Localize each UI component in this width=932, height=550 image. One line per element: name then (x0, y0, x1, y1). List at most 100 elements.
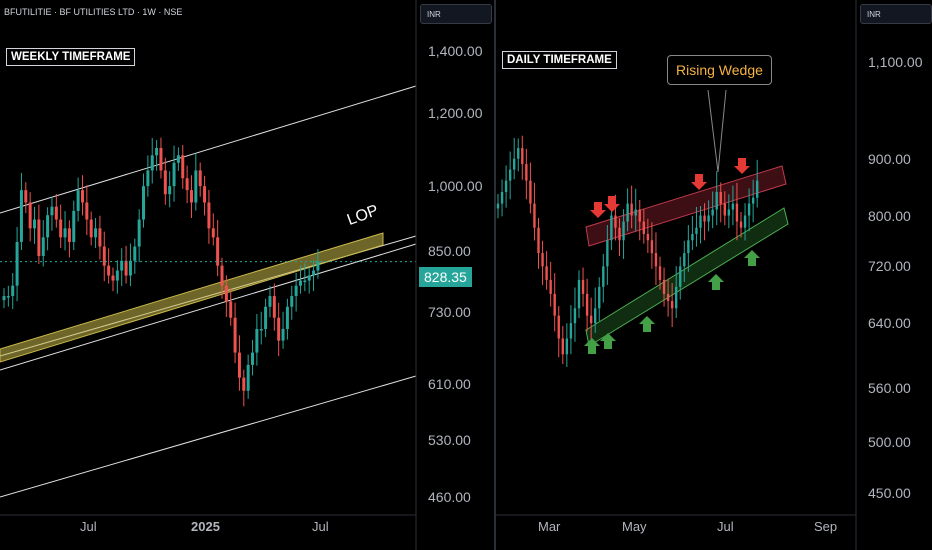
candle-body (585, 293, 589, 316)
y-tick-label: 730.00 (428, 304, 471, 321)
candle-body (142, 186, 146, 220)
wedge-support-band (585, 207, 789, 347)
candle-body (120, 260, 124, 271)
candle-body (67, 228, 71, 242)
candle-body (658, 266, 662, 280)
y-tick-label: 1,000.00 (428, 178, 483, 195)
lop-lower-line (0, 243, 417, 371)
candle-body (207, 202, 211, 229)
candle-body (281, 329, 285, 341)
x-tick-label: May (622, 519, 647, 534)
candle-body (316, 261, 320, 271)
candle-body (545, 266, 548, 280)
candle-body (242, 377, 246, 391)
x-tick-label: Jul (80, 519, 97, 534)
candle-body (719, 191, 722, 204)
candle-body (37, 219, 41, 256)
candle-body (553, 293, 556, 316)
candle-body (229, 301, 233, 318)
candle-body (176, 155, 180, 163)
candle-body (598, 286, 601, 309)
x-tick-label: Jul (312, 519, 329, 534)
currency-selector[interactable]: INR (860, 4, 932, 24)
daily-chart-panel[interactable]: DAILY TIMEFRAME INR Rising Wedge 1,100.0… (496, 0, 932, 550)
candle-body (756, 180, 759, 198)
candle-body (642, 221, 645, 234)
candle-body (189, 190, 193, 203)
candle-body (72, 210, 76, 242)
candle-body (2, 296, 6, 301)
y-tick-label: 850.00 (428, 243, 471, 260)
candle-body (137, 219, 141, 247)
candle-body (46, 215, 50, 238)
candle-body (646, 233, 650, 241)
candle-body (33, 219, 37, 229)
candle-body (181, 155, 185, 179)
y-tick-label: 460.00 (428, 489, 471, 506)
candle-body (168, 186, 172, 195)
candle-body (666, 293, 670, 302)
candle-body (747, 203, 751, 216)
candle-body (128, 260, 132, 276)
candle-body (111, 275, 115, 281)
candle-body (312, 270, 316, 276)
candle-body (80, 190, 84, 203)
candle-body (743, 215, 747, 228)
candle-body (537, 227, 540, 254)
candle-body (650, 240, 654, 254)
candle-body (28, 202, 32, 229)
candle-body (24, 190, 28, 203)
y-tick-label: 640.00 (868, 315, 911, 332)
candle-body (508, 169, 512, 181)
candle-body (731, 203, 735, 210)
currency-selector[interactable]: INR (420, 4, 492, 24)
candle-body (285, 306, 289, 330)
candle-body (525, 164, 528, 181)
candle-body (41, 237, 45, 256)
candle-body (102, 246, 106, 266)
candle-body (198, 170, 202, 187)
candle-body (541, 253, 544, 267)
candle-body (504, 180, 508, 192)
candle-body (163, 170, 167, 195)
resistance-touch-arrow (604, 196, 620, 212)
candle-body (529, 180, 532, 204)
candle-body (723, 203, 726, 216)
candle-body (203, 186, 207, 203)
candle-body (561, 338, 564, 355)
candle-body (224, 285, 228, 302)
candle-body (654, 253, 658, 267)
candle-body (194, 170, 198, 203)
weekly-chart-panel[interactable]: BFUTILITIE · BF UTILITIES LTD · 1W · NSE… (0, 0, 494, 550)
weekly-chart-svg[interactable] (0, 0, 494, 550)
candle-body (630, 203, 633, 216)
candle-body (691, 233, 694, 241)
support-touch-arrow (639, 316, 655, 332)
y-tick-label: 560.00 (868, 379, 911, 396)
y-tick-label: 1,400.00 (428, 43, 483, 60)
candle-body (155, 147, 159, 156)
support-touch-arrow (584, 338, 600, 354)
y-tick-label: 1,200.00 (428, 105, 483, 122)
x-tick-label: Mar (538, 519, 561, 534)
candle-body (115, 270, 119, 281)
candle-body (683, 253, 686, 267)
support-touch-arrow (744, 250, 760, 266)
candle-body (303, 280, 307, 283)
candle-body (133, 246, 137, 261)
candle-body (549, 279, 552, 294)
candle-body (11, 285, 15, 297)
candle-body (63, 228, 67, 238)
candle-body (220, 265, 224, 286)
candle-body (272, 296, 276, 318)
y-tick-label: 450.00 (868, 485, 911, 502)
candle-body (268, 296, 272, 307)
resistance-touch-arrow (691, 174, 707, 190)
daily-chart-svg[interactable] (496, 0, 932, 550)
candle-body (589, 315, 593, 324)
candle-body (727, 209, 731, 216)
candle-body (6, 296, 10, 298)
candle-body (500, 191, 504, 204)
candle-body (237, 352, 241, 378)
candle-body (577, 279, 581, 309)
